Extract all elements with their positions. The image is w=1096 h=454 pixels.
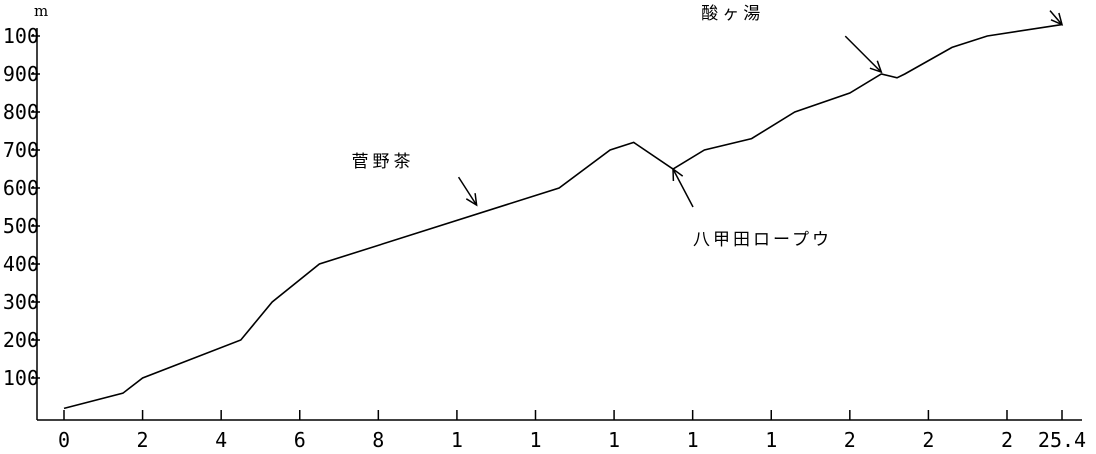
x-tick-label: 1 [529, 428, 541, 452]
annotation-label: 菅野茶 [352, 152, 415, 172]
y-tick-label: 300 [3, 290, 39, 314]
y-axis-unit-label: m [34, 2, 48, 20]
y-axis-ticks: 100 200 300 400 500 600 700 800 900 100 [3, 24, 40, 390]
annotation-arrow-shaft [457, 176, 478, 206]
x-tick-label: 2 [922, 428, 934, 452]
x-axis-ticks: 0 2 4 6 8 1 1 1 1 1 2 2 2 25.4 [58, 410, 1086, 452]
x-tick-label: 1 [765, 428, 777, 452]
y-tick-label: 900 [3, 62, 39, 86]
annotation-arrow-head [1050, 12, 1064, 26]
annotation-arrow-head [672, 167, 684, 182]
elevation-line [63, 23, 1063, 410]
y-tick-label: 400 [3, 252, 39, 276]
x-tick-label: 2 [137, 428, 149, 452]
y-tick-label: 600 [3, 176, 39, 200]
annotation-arrow-head [869, 60, 883, 74]
x-tick-label: 25.4 [1038, 428, 1086, 452]
y-tick-label: 100 [3, 24, 39, 48]
y-tick-label: 800 [3, 100, 39, 124]
annotation-arrow-shaft [844, 35, 882, 73]
axes [36, 28, 1082, 421]
annotation-label: 酸ヶ湯 [701, 4, 764, 24]
y-tick-label: 500 [3, 214, 39, 238]
y-tick-label: 100 [3, 366, 39, 390]
annotation-label: 八甲田ロープウ [693, 230, 832, 250]
x-tick-label: 0 [58, 428, 70, 452]
annotation-arrow-head [465, 193, 478, 207]
x-tick-label: 1 [687, 428, 699, 452]
x-tick-label: 6 [294, 428, 306, 452]
x-tick-label: 8 [372, 428, 384, 452]
x-tick-label: 1 [451, 428, 463, 452]
y-tick-label: 700 [3, 138, 39, 162]
x-tick-label: 2 [844, 428, 856, 452]
series-layer [63, 23, 1063, 410]
annotation-arrow-shaft [672, 168, 694, 208]
x-tick-label: 1 [608, 428, 620, 452]
x-tick-label: 4 [215, 428, 227, 452]
annotation-arrow-shaft [1049, 10, 1063, 26]
y-tick-label: 200 [3, 328, 39, 352]
x-tick-label: 2 [1001, 428, 1013, 452]
